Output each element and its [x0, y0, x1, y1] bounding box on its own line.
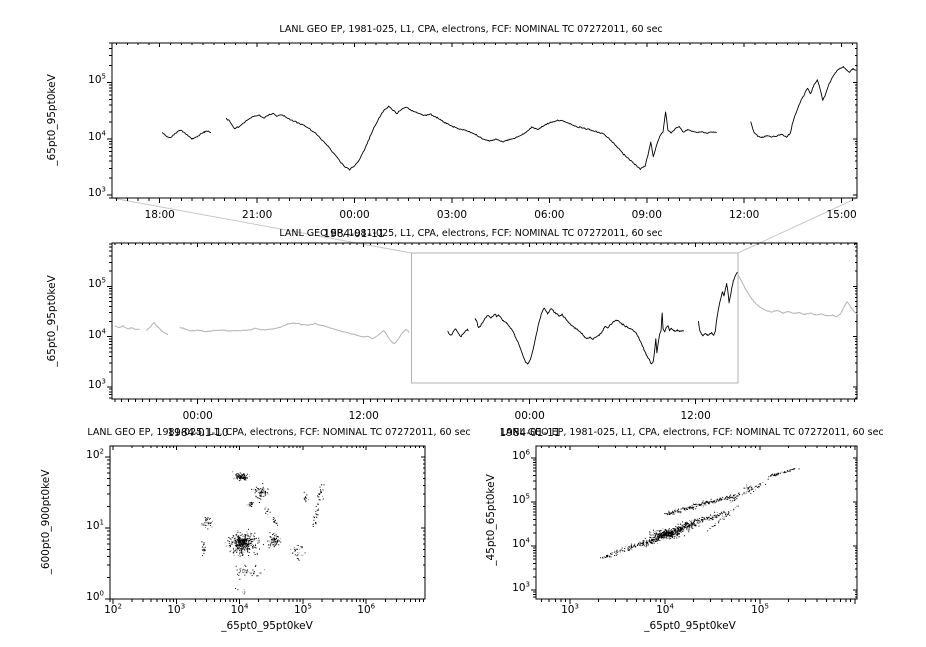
plot3-scatter-frame — [109, 445, 426, 600]
plot1-ticks — [107, 42, 857, 203]
plot4-scatter-points-gray — [602, 468, 795, 559]
plot4-scatter-points — [600, 468, 800, 559]
plot1-flux-curve — [161, 66, 857, 171]
plot4-scatter-ticks — [531, 446, 857, 604]
plot2-context-curve-post — [737, 275, 858, 318]
plot2-context-curve-pre — [114, 322, 410, 345]
zoom-connector-right — [737, 197, 858, 254]
plot1-frame — [111, 42, 858, 199]
plot4-scatter-frame — [535, 445, 858, 600]
plot2-highlight-curve — [447, 272, 738, 365]
zoom-box — [410, 252, 739, 384]
plot3-scatter-points — [201, 472, 325, 595]
plot3-scatter-ticks — [105, 446, 425, 604]
plot2-ticks — [107, 243, 857, 404]
zoom-connector-left — [111, 197, 412, 254]
plot2-frame — [111, 242, 858, 400]
